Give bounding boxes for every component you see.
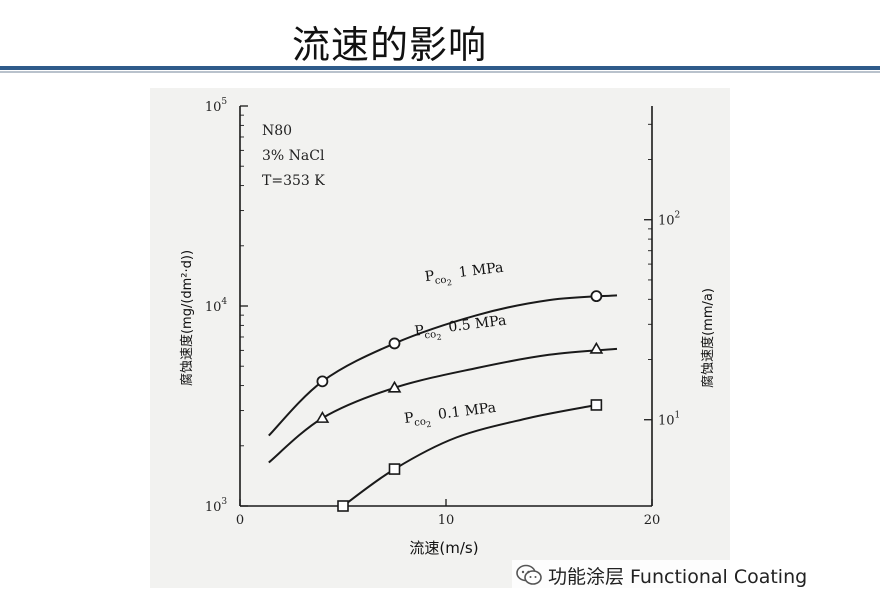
title-underline: [0, 66, 880, 70]
data-point-triangle: [589, 341, 604, 354]
y-axis-left-label: 腐蚀速度(mg/(dm²·d)): [179, 250, 195, 386]
series-0: Pco21 MPa: [268, 260, 618, 437]
x-tick-label: 10: [438, 513, 455, 528]
series-label: Pco21 MPa: [424, 260, 505, 290]
y-left-tick-label: 104: [205, 297, 228, 315]
watermark: 功能涂层 Functional Coating: [512, 560, 812, 590]
series-line: [342, 404, 597, 507]
data-point-square: [337, 500, 349, 512]
data-point-triangle: [315, 411, 330, 423]
wechat-icon: [516, 564, 542, 585]
series-label: Pco20.5 MPa: [414, 313, 508, 345]
x-tick-label: 20: [644, 513, 661, 528]
y-left-tick-label: 105: [205, 97, 228, 115]
data-point-square: [590, 399, 603, 411]
annotation-line-steel: N80: [262, 123, 292, 139]
title-underline-shadow: [0, 71, 880, 73]
chart-svg: 0 10 20 103 104 105 101 102 Pco21 MPa Pco20.5 MP…: [150, 88, 730, 588]
chart-ticks: 0 10 20 103 104 105 101 102: [205, 97, 680, 528]
y-left-tick-label: 103: [205, 497, 228, 515]
slide-title: 流速的影响: [292, 23, 488, 67]
x-tick-label: 0: [236, 513, 244, 528]
chart-series: Pco21 MPa Pco20.5 MPa Pco20.1 MPa: [268, 260, 618, 512]
annotation-line-solution: 3% NaCl: [262, 148, 325, 164]
data-point-circle: [388, 337, 401, 350]
series-label: Pco20.1 MPa: [403, 400, 497, 432]
data-point-circle: [590, 290, 603, 303]
data-point-triangle: [387, 380, 402, 393]
series-2: Pco20.1 MPa: [337, 399, 603, 512]
corrosion-rate-chart: 0 10 20 103 104 105 101 102 Pco21 MPa Pco20.5 MP…: [150, 88, 730, 588]
x-axis-label: 流速(m/s): [409, 539, 478, 557]
y-axis-right-label: 腐蚀速度(mm/a): [700, 288, 716, 388]
chart-background: [150, 88, 730, 588]
data-point-circle: [316, 375, 329, 388]
watermark-text: 功能涂层 Functional Coating: [548, 565, 808, 588]
y-right-tick-label: 102: [658, 211, 680, 229]
annotation-line-temperature: T=353 K: [262, 173, 325, 189]
y-right-tick-label: 101: [658, 411, 680, 429]
series-1: Pco20.5 MPa: [268, 313, 618, 464]
data-point-square: [388, 463, 401, 475]
